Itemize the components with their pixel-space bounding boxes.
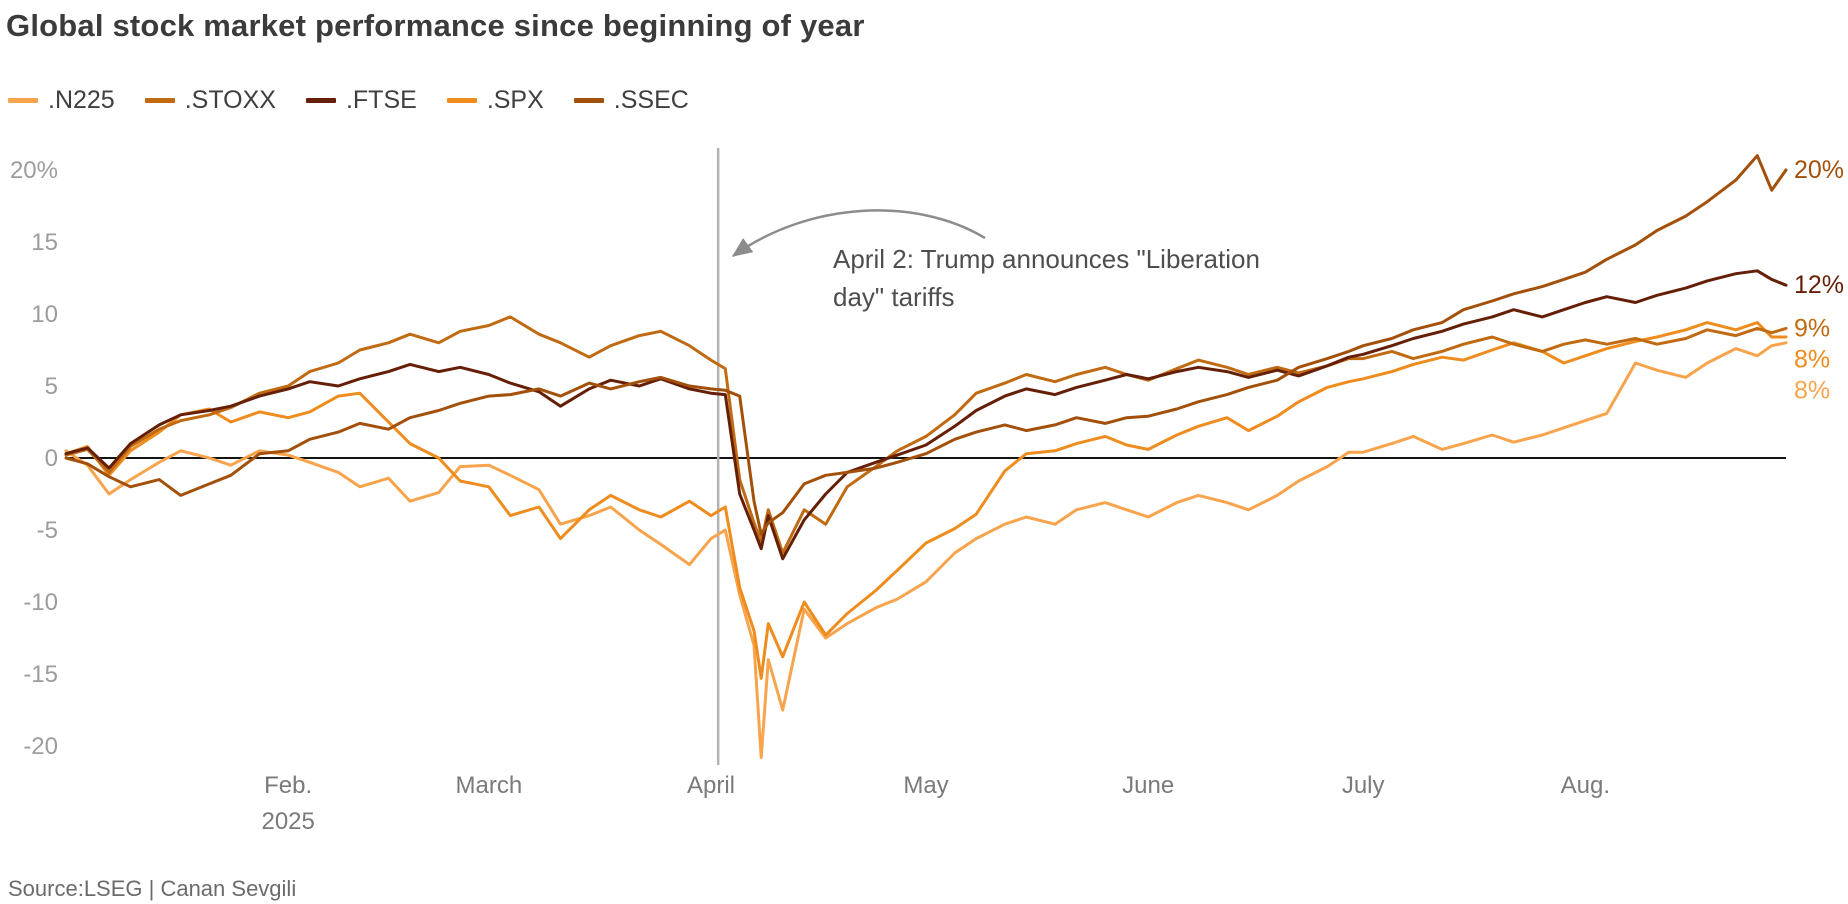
y-tick-label: 10 bbox=[31, 301, 58, 328]
source-credit: Source:LSEG | Canan Sevgili bbox=[8, 876, 297, 901]
y-tick-label: 15 bbox=[31, 229, 58, 256]
x-tick-sublabel: 2025 bbox=[261, 808, 314, 835]
legend-swatch-ftse bbox=[305, 98, 336, 103]
x-tick-label: June bbox=[1122, 772, 1174, 799]
legend-label: .FTSE bbox=[345, 86, 417, 114]
legend-item-ssec: .SSEC bbox=[573, 86, 689, 115]
event-annotation-line2: day" tariffs bbox=[833, 282, 955, 312]
series-end-label-stoxx: 9% bbox=[1794, 314, 1830, 342]
series-line-ssec bbox=[64, 154, 1788, 536]
legend-label: .SSEC bbox=[613, 86, 689, 114]
series-end-label-ftse: 12% bbox=[1794, 271, 1844, 299]
y-tick-label: 0 bbox=[45, 445, 58, 472]
legend-item-spx: .SPX bbox=[446, 86, 544, 115]
series-end-label-n225: 8% bbox=[1794, 376, 1830, 404]
annotation-arrow bbox=[731, 209, 986, 258]
legend: .N225 .STOXX .FTSE .SPX .SSEC bbox=[8, 86, 689, 115]
legend-swatch-stoxx bbox=[144, 98, 175, 103]
legend-swatch-spx bbox=[446, 98, 477, 103]
y-tick-label: 5 bbox=[45, 373, 58, 400]
x-tick-label: Feb. bbox=[264, 772, 312, 799]
series-line-ftse bbox=[64, 269, 1788, 561]
event-annotation: April 2: Trump announces "Liberation day… bbox=[833, 240, 1373, 316]
y-tick-label: 20% bbox=[10, 157, 58, 184]
x-tick-label: July bbox=[1342, 772, 1385, 799]
x-tick-label: Aug. bbox=[1561, 772, 1610, 799]
legend-item-ftse: .FTSE bbox=[305, 86, 417, 115]
x-tick-label: March bbox=[455, 772, 522, 799]
y-tick-label: -10 bbox=[23, 589, 58, 616]
x-tick-label: April bbox=[687, 772, 735, 799]
y-tick-label: -20 bbox=[23, 733, 58, 760]
series-line-spx bbox=[64, 321, 1788, 680]
legend-label: .N225 bbox=[48, 86, 115, 114]
page-title: Global stock market performance since be… bbox=[6, 8, 865, 43]
series-end-label-spx: 8% bbox=[1794, 345, 1830, 373]
x-tick-label: May bbox=[903, 772, 948, 799]
series-line-n225 bbox=[64, 341, 1788, 759]
legend-item-stoxx: .STOXX bbox=[144, 86, 276, 115]
y-tick-label: -15 bbox=[23, 661, 58, 688]
legend-swatch-n225 bbox=[8, 98, 38, 103]
legend-item-n225: .N225 bbox=[8, 86, 115, 115]
series-line-stoxx bbox=[64, 315, 1788, 555]
series-end-label-ssec: 20% bbox=[1794, 156, 1844, 184]
legend-label: .STOXX bbox=[184, 86, 276, 114]
event-annotation-line1: April 2: Trump announces "Liberation bbox=[833, 244, 1260, 274]
legend-swatch-ssec bbox=[573, 98, 604, 103]
legend-label: .SPX bbox=[486, 86, 544, 114]
y-tick-label: -5 bbox=[37, 517, 58, 544]
